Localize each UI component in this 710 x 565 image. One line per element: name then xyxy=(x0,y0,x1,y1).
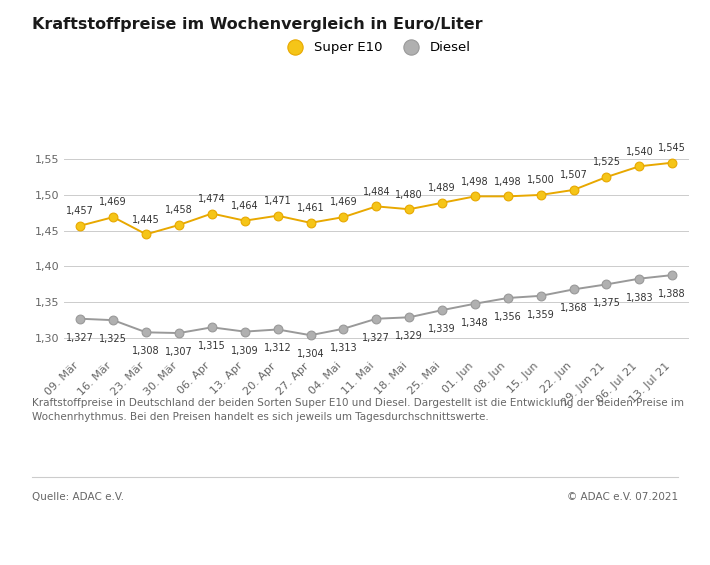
Point xyxy=(437,198,448,207)
Point xyxy=(141,328,152,337)
Point xyxy=(634,162,645,171)
Point xyxy=(107,212,119,221)
Text: 1,489: 1,489 xyxy=(428,183,456,193)
Text: 1,474: 1,474 xyxy=(198,194,226,204)
Text: 1,368: 1,368 xyxy=(559,303,587,313)
Text: 1,313: 1,313 xyxy=(329,342,357,353)
Point xyxy=(535,292,547,301)
Point xyxy=(173,220,185,229)
Text: 1,388: 1,388 xyxy=(658,289,686,299)
Text: 1,356: 1,356 xyxy=(494,312,522,322)
Legend: Super E10, Diesel: Super E10, Diesel xyxy=(277,36,476,60)
Text: 1,327: 1,327 xyxy=(67,333,94,342)
Text: 1,507: 1,507 xyxy=(559,170,588,180)
Text: 1,383: 1,383 xyxy=(626,293,653,302)
Text: 1,461: 1,461 xyxy=(297,203,324,213)
Text: 1,458: 1,458 xyxy=(165,205,193,215)
Point xyxy=(601,280,612,289)
Text: 1,471: 1,471 xyxy=(264,196,292,206)
Point xyxy=(568,185,579,194)
Text: 1,500: 1,500 xyxy=(527,175,555,185)
Text: 1,312: 1,312 xyxy=(264,344,292,353)
Text: 1,325: 1,325 xyxy=(99,334,127,344)
Text: 1,307: 1,307 xyxy=(165,347,193,357)
Text: 1,484: 1,484 xyxy=(363,186,390,197)
Text: 1,498: 1,498 xyxy=(461,177,488,186)
Text: 1,348: 1,348 xyxy=(461,318,488,328)
Text: Quelle: ADAC e.V.: Quelle: ADAC e.V. xyxy=(32,492,124,502)
Text: 1,540: 1,540 xyxy=(626,146,653,157)
Point xyxy=(75,314,86,323)
Text: Kraftstoffpreise im Wochenvergleich in Euro/Liter: Kraftstoffpreise im Wochenvergleich in E… xyxy=(32,17,483,32)
Text: 1,315: 1,315 xyxy=(198,341,226,351)
Text: 1,308: 1,308 xyxy=(132,346,160,356)
Point xyxy=(535,190,547,199)
Text: 1,329: 1,329 xyxy=(395,331,423,341)
Point xyxy=(403,313,415,322)
Point xyxy=(75,221,86,230)
Point xyxy=(502,293,513,302)
Text: 1,469: 1,469 xyxy=(99,197,127,207)
Text: 1,457: 1,457 xyxy=(67,206,94,216)
Text: 1,359: 1,359 xyxy=(527,310,555,320)
Point xyxy=(634,274,645,283)
Point xyxy=(469,299,481,308)
Text: 1,375: 1,375 xyxy=(593,298,621,308)
Point xyxy=(338,212,349,221)
Point xyxy=(338,324,349,333)
Text: 1,545: 1,545 xyxy=(658,143,686,153)
Text: 1,464: 1,464 xyxy=(231,201,258,211)
Point xyxy=(272,325,283,334)
Point xyxy=(305,331,316,340)
Text: 1,304: 1,304 xyxy=(297,349,324,359)
Text: 1,339: 1,339 xyxy=(428,324,456,334)
Point xyxy=(667,271,678,280)
Point xyxy=(403,205,415,214)
Text: 1,480: 1,480 xyxy=(395,189,423,199)
Text: 1,445: 1,445 xyxy=(132,215,160,224)
Point xyxy=(206,323,217,332)
Point xyxy=(568,285,579,294)
Text: © ADAC e.V. 07.2021: © ADAC e.V. 07.2021 xyxy=(567,492,678,502)
Text: Kraftstoffpreise in Deutschland der beiden Sorten Super E10 und Diesel. Dargeste: Kraftstoffpreise in Deutschland der beid… xyxy=(32,398,684,422)
Point xyxy=(239,216,251,225)
Point xyxy=(305,218,316,227)
Point xyxy=(371,314,382,323)
Point xyxy=(601,172,612,181)
Text: 1,309: 1,309 xyxy=(231,346,258,355)
Point xyxy=(272,211,283,220)
Point xyxy=(239,327,251,336)
Text: 1,525: 1,525 xyxy=(592,157,621,167)
Point xyxy=(667,158,678,167)
Point xyxy=(206,209,217,218)
Point xyxy=(173,328,185,337)
Point xyxy=(437,306,448,315)
Point xyxy=(371,202,382,211)
Point xyxy=(107,316,119,325)
Text: 1,498: 1,498 xyxy=(494,177,522,186)
Text: 1,469: 1,469 xyxy=(329,197,357,207)
Text: 1,327: 1,327 xyxy=(362,333,391,342)
Point xyxy=(469,192,481,201)
Point xyxy=(141,230,152,239)
Point xyxy=(502,192,513,201)
